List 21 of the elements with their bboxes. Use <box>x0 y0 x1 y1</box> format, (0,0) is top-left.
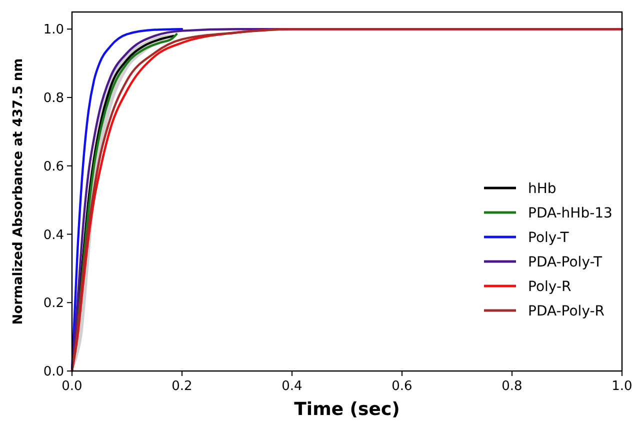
legend-label: Poly-R <box>528 278 572 295</box>
y-tick-label: 0.2 <box>43 296 64 312</box>
legend-label: PDA-Poly-T <box>528 254 602 270</box>
x-tick-label: 0.8 <box>502 379 522 394</box>
legend-label: hHb <box>528 180 556 197</box>
y-axis-title: Normalized Absorbance at 437.5 nm <box>11 58 26 325</box>
x-tick-label: 0.0 <box>62 379 82 394</box>
legend-label: PDA-hHb-13 <box>528 205 612 222</box>
x-tick-label: 0.4 <box>282 379 302 394</box>
x-tick-label: 0.2 <box>172 379 192 394</box>
y-tick-label: 0.0 <box>43 364 64 380</box>
legend-label: PDA-Poly-R <box>528 303 605 320</box>
line-series <box>70 28 624 372</box>
y-tick-label: 0.6 <box>43 159 64 174</box>
y-tick-label: 0.8 <box>43 91 64 106</box>
legend-label: Poly-T <box>528 230 570 246</box>
x-tick-label: 1.0 <box>612 379 632 394</box>
x-tick-label: 0.6 <box>392 379 412 394</box>
y-tick-label: 0.4 <box>43 228 64 243</box>
y-tick-label: 1.0 <box>43 22 64 38</box>
x-axis-title: Time (sec) <box>294 399 400 420</box>
